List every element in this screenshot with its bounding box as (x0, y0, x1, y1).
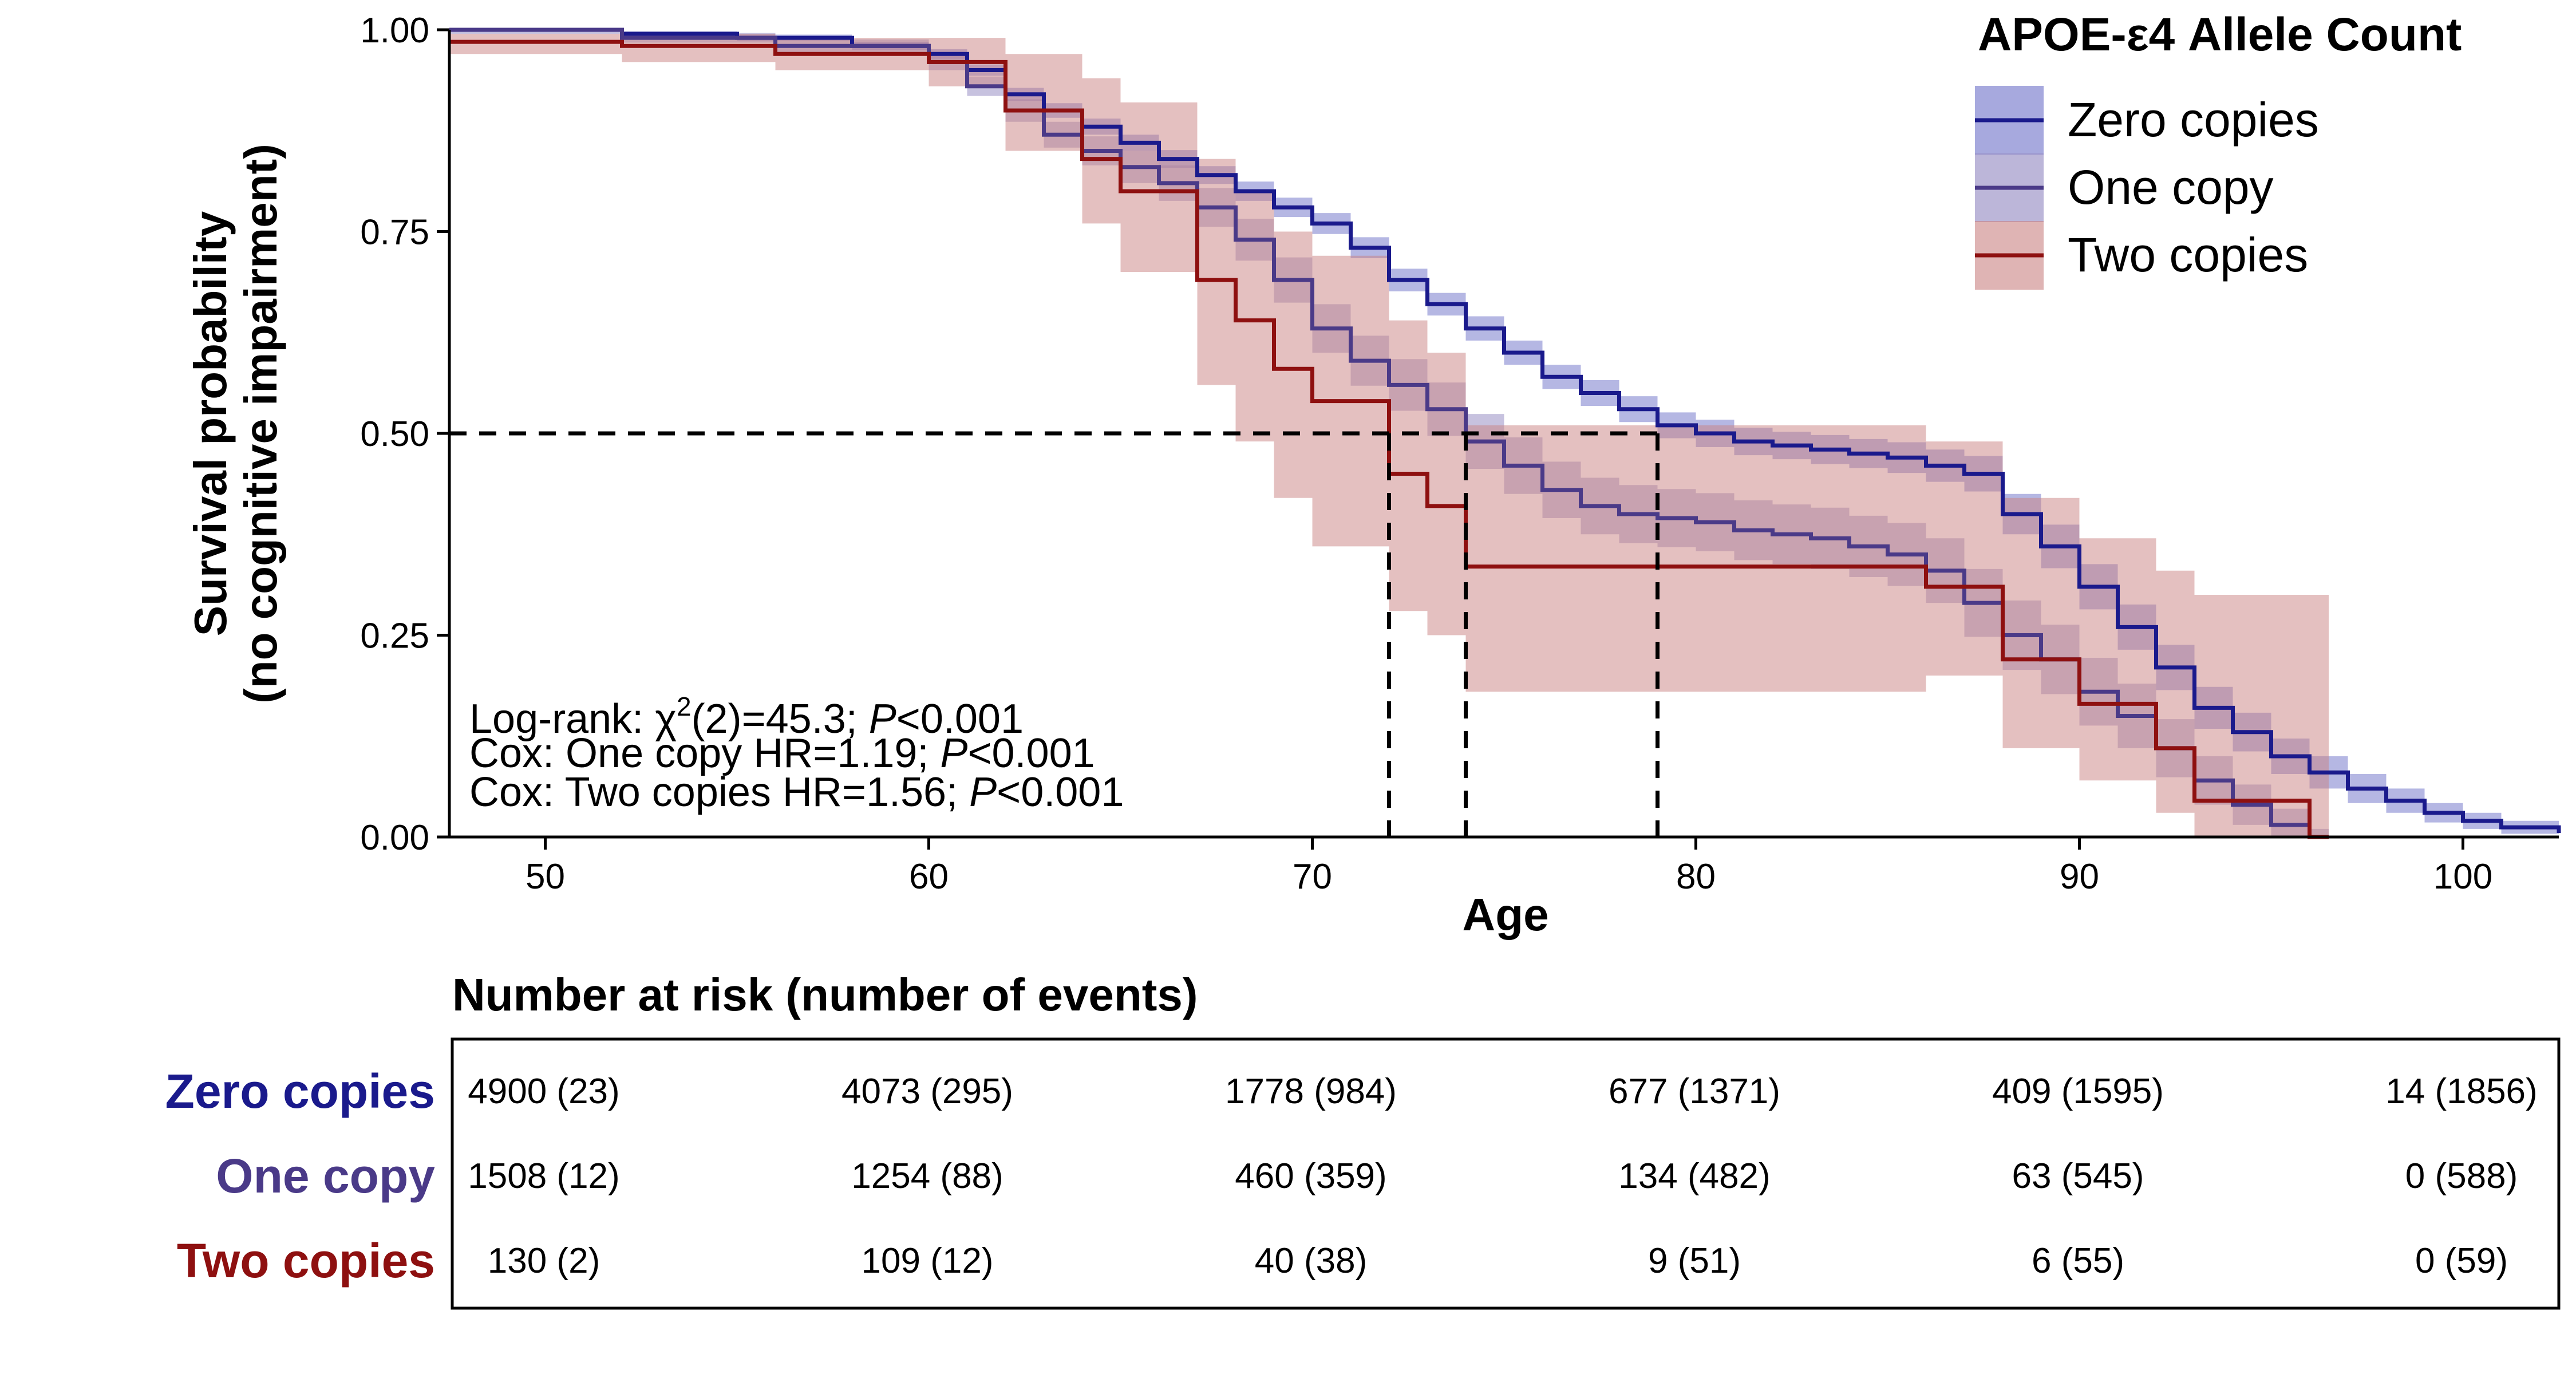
risk-row-label: One copy (216, 1149, 435, 1203)
risk-row-label: Two copies (177, 1234, 435, 1288)
y-tick-label: 0.00 (360, 818, 429, 858)
risk-cell: 63 (545) (2012, 1156, 2144, 1196)
risk-table-rows: Zero copies 4900 (23) 4073 (295) 1778 (984)… (165, 1064, 2538, 1288)
y-axis-title-line-1: Survival probability (185, 211, 236, 636)
y-axis-ticks: 0.00 0.25 0.50 0.75 1.00 (360, 11, 449, 858)
x-tick-label: 70 (1293, 857, 1332, 897)
legend-label: One copy (2068, 160, 2274, 214)
cox-one-copy-text: Cox: One copy HR=1.19; P<0.001 (469, 731, 1095, 776)
legend-label: Zero copies (2068, 93, 2319, 147)
risk-cell: 40 (38) (1255, 1241, 1367, 1281)
legend-entries: Zero copies One copy Two copies (1975, 86, 2319, 290)
risk-cell: 0 (59) (2415, 1241, 2508, 1281)
risk-cell: 130 (2) (488, 1241, 600, 1281)
risk-cell: 1508 (12) (468, 1156, 619, 1196)
y-tick-label: 0.50 (360, 414, 429, 454)
risk-cell: 409 (1595) (1992, 1072, 2164, 1111)
x-tick-label: 100 (2433, 857, 2492, 897)
y-tick-label: 1.00 (360, 11, 429, 50)
legend-entry-zero-copies: Zero copies (1975, 86, 2319, 155)
y-tick-label: 0.25 (360, 617, 429, 656)
risk-row-zero-copies: Zero copies 4900 (23) 4073 (295) 1778 (984)… (165, 1064, 2538, 1118)
axes: 0.00 0.25 0.50 0.75 1.00 50 60 70 80 90 100 (360, 11, 2559, 897)
risk-cell: 9 (51) (1648, 1241, 1741, 1281)
risk-table-frame (451, 1037, 2561, 1310)
risk-cell: 677 (1371) (1609, 1072, 1780, 1111)
ci-band-zero-copies (449, 30, 2559, 837)
risk-cell: 14 (1856) (2385, 1072, 2537, 1111)
y-axis-title: Survival probability (no cognitive impai… (185, 144, 286, 704)
legend-label: Two copies (2068, 228, 2308, 282)
legend-entry-two-copies: Two copies (1975, 221, 2308, 290)
legend-entry-one-copy: One copy (1975, 153, 2274, 222)
risk-cell: 460 (359) (1235, 1156, 1386, 1196)
risk-table-title: Number at risk (number of events) (452, 969, 1198, 1020)
risk-cell: 0 (588) (2405, 1156, 2518, 1196)
risk-cell: 109 (12) (862, 1241, 994, 1281)
statistics-annotation: Log-rank: χ2(2)=45.3; P<0.001 Cox: One c… (469, 692, 1124, 815)
survival-curves (449, 27, 2561, 839)
x-tick-label: 60 (909, 857, 949, 897)
legend-title: APOE-ε4 Allele Count (1978, 9, 2462, 61)
cox-two-copies-text: Cox: Two copies HR=1.56; P<0.001 (469, 769, 1124, 815)
y-axis-title-line-2: (no cognitive impairment) (235, 144, 286, 704)
legend: APOE-ε4 Allele Count Zero copies One copy… (1975, 9, 2462, 290)
risk-cell: 4900 (23) (468, 1072, 619, 1111)
median-reference-lines (449, 431, 1660, 837)
x-axis-title: Age (1462, 889, 1548, 940)
risk-row-one-copy: One copy 1508 (12) 1254 (88) 460 (359) 134 (… (216, 1149, 2518, 1203)
x-tick-label: 50 (526, 857, 565, 897)
risk-row-label: Zero copies (165, 1064, 435, 1118)
risk-cell: 4073 (295) (841, 1072, 1013, 1111)
risk-cell: 1254 (88) (851, 1156, 1003, 1196)
risk-cell: 134 (482) (1618, 1156, 1770, 1196)
risk-cell: 6 (55) (2032, 1241, 2124, 1281)
x-tick-label: 80 (1676, 857, 1716, 897)
risk-row-two-copies: Two copies 130 (2) 109 (12) 40 (38) 9 (51) 6 … (177, 1234, 2508, 1288)
x-axis-ticks: 50 60 70 80 90 100 (526, 837, 2492, 897)
survival-curve-two-copies (449, 40, 2329, 839)
y-tick-label: 0.75 (360, 213, 429, 252)
risk-cell: 1778 (984) (1225, 1072, 1397, 1111)
logrank-text: Log-rank: χ2(2)=45.3; P<0.001 (469, 692, 1024, 742)
x-tick-label: 90 (2060, 857, 2099, 897)
